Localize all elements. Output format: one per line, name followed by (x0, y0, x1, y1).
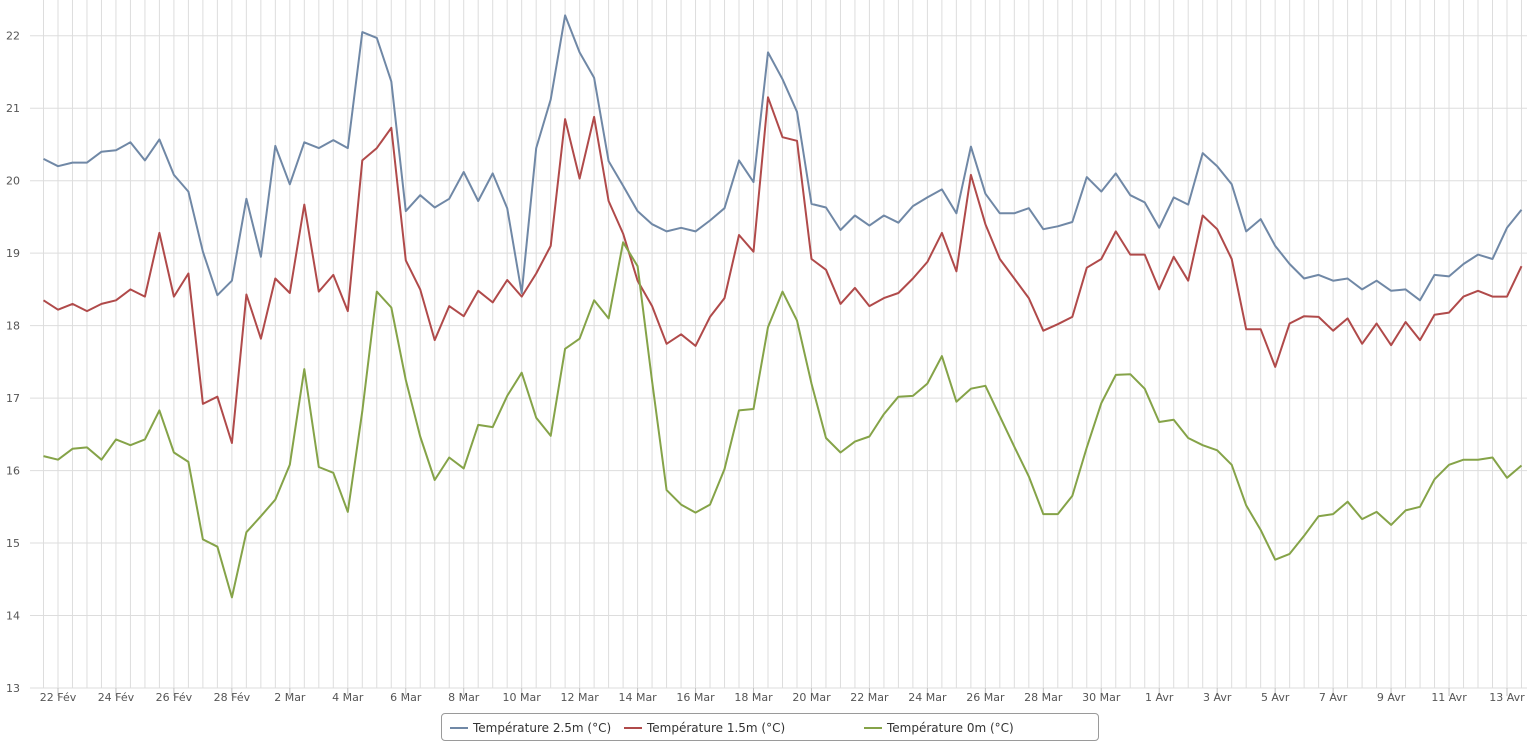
y-tick-label: 21 (6, 102, 20, 115)
x-tick-label: 20 Mar (792, 691, 831, 704)
y-tick-label: 20 (6, 175, 20, 188)
legend-label-temp-2-5m: Température 2.5m (°C) (473, 721, 612, 735)
x-tick-label: 1 Avr (1145, 691, 1174, 704)
y-tick-label: 19 (6, 247, 20, 260)
legend-swatch-temp-2-5m (450, 727, 468, 729)
x-tick-label: 24 Mar (908, 691, 947, 704)
x-tick-label: 26 Mar (966, 691, 1005, 704)
y-axis: 13 14 15 16 17 18 19 20 21 22 (6, 30, 20, 695)
x-tick-label: 14 Mar (618, 691, 657, 704)
y-tick-label: 13 (6, 682, 20, 695)
x-tick-label: 5 Avr (1261, 691, 1290, 704)
legend-label-temp-0m: Température 0m (°C) (887, 721, 1014, 735)
x-tick-label: 3 Avr (1203, 691, 1232, 704)
legend-swatch-temp-1-5m (624, 727, 642, 729)
x-tick-label: 30 Mar (1082, 691, 1121, 704)
x-tick-label: 16 Mar (676, 691, 715, 704)
y-tick-label: 18 (6, 320, 20, 333)
x-tick-label: 22 Fév (40, 691, 77, 704)
y-tick-label: 17 (6, 392, 20, 405)
x-axis: 22 Fév 24 Fév 26 Fév 28 Fév 2 Mar 4 Mar 6 Mar 8… (40, 688, 1525, 704)
x-tick-label: 28 Fév (214, 691, 251, 704)
x-tick-label: 26 Fév (156, 691, 193, 704)
series-line-temp-2-5m[interactable] (43, 14, 1523, 302)
chart-legend: Température 2.5m (°C) Température 1.5m (… (441, 713, 1099, 741)
legend-swatch-temp-0m (864, 727, 882, 729)
y-tick-label: 16 (6, 465, 20, 478)
x-tick-label: 7 Avr (1319, 691, 1348, 704)
x-tick-label: 10 Mar (503, 691, 542, 704)
x-tick-label: 12 Mar (561, 691, 600, 704)
x-tick-label: 2 Mar (274, 691, 306, 704)
x-tick-label: 24 Fév (98, 691, 135, 704)
series-lines (42, 14, 1523, 599)
x-tick-label: 28 Mar (1024, 691, 1063, 704)
x-tick-label: 8 Mar (448, 691, 480, 704)
x-tick-label: 6 Mar (390, 691, 422, 704)
series-line-temp-0m[interactable] (43, 241, 1523, 599)
x-tick-label: 11 Avr (1431, 691, 1467, 704)
x-tick-label: 13 Avr (1489, 691, 1525, 704)
legend-item-temp-1-5m[interactable]: Température 1.5m (°C) (624, 720, 785, 736)
y-tick-label: 22 (6, 30, 20, 43)
legend-label-temp-1-5m: Température 1.5m (°C) (647, 721, 786, 735)
y-tick-label: 14 (6, 610, 20, 623)
grid-lines (30, 0, 1527, 689)
x-tick-label: 22 Mar (850, 691, 889, 704)
x-tick-label: 9 Avr (1377, 691, 1406, 704)
legend-item-temp-0m[interactable]: Température 0m (°C) (864, 720, 1014, 736)
x-tick-label: 4 Mar (332, 691, 364, 704)
series-line-temp-1-5m[interactable] (42, 96, 1523, 444)
y-tick-label: 15 (6, 537, 20, 550)
legend-item-temp-2-5m[interactable]: Température 2.5m (°C) (450, 720, 611, 736)
x-tick-label: 18 Mar (734, 691, 773, 704)
